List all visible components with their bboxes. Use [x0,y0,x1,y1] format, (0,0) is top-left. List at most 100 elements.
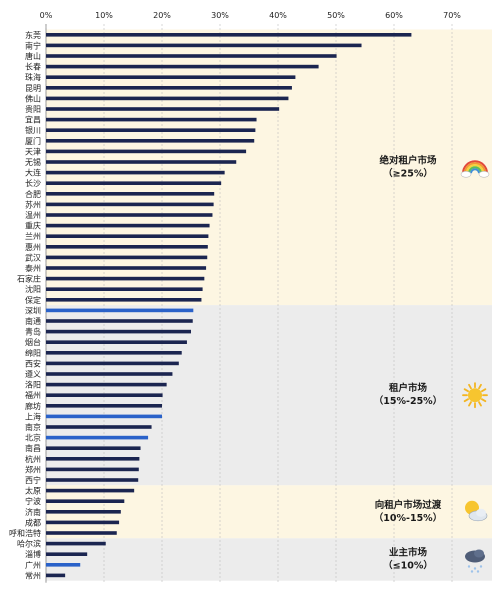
band-range-label: （≤10%） [383,560,433,572]
category-label: 上海 [25,411,41,421]
band-range-label: （10%-15%） [374,512,442,524]
bar [46,351,182,355]
bar [46,467,139,472]
band-range-label: （≥25%） [383,167,433,179]
category-label: 温州 [25,211,41,220]
bar [46,382,167,387]
bar [46,287,203,291]
x-tick-label: 50% [327,11,345,20]
bar [46,86,292,90]
category-label: 佛山 [25,93,41,103]
category-label: 合肥 [25,189,41,199]
bar [46,435,149,440]
category-label: 宁波 [25,496,41,506]
bar [46,414,162,419]
bar [46,223,210,228]
category-label: 南宁 [25,40,41,50]
category-label: 无锡 [25,158,41,167]
category-label: 杭州 [25,454,41,464]
category-label: 呼和浩特 [9,528,41,538]
bar [46,181,222,185]
bar [46,446,141,450]
category-label: 烟台 [25,337,41,347]
x-tick-label: 0% [40,11,53,20]
category-label: 郑州 [25,464,41,474]
bar [46,64,319,69]
bar [46,202,214,207]
band-title: 绝对租户市场 [379,154,437,166]
band-background [46,538,492,581]
bar [46,107,280,111]
bar [46,425,152,429]
rainbow-icon [460,160,490,178]
category-label: 泰州 [25,263,41,273]
category-label: 深圳 [25,305,41,315]
x-tick-label: 10% [95,11,113,20]
bar [46,276,205,281]
category-label: 苏州 [25,199,41,209]
category-label: 西安 [25,358,41,368]
bar [46,361,179,366]
bar [46,319,193,323]
band-background [46,29,492,306]
band-title: 向租户市场过渡 [375,499,442,511]
category-label: 昆明 [25,84,41,93]
bar [46,329,191,334]
category-label: 天津 [25,146,41,156]
category-label: 厦门 [25,136,41,146]
category-label: 东莞 [25,30,41,40]
bar [46,573,66,578]
bar [46,457,140,461]
bar [46,54,337,58]
band-title: 租户市场 [389,382,428,394]
category-label: 常州 [25,571,41,580]
bar [46,563,81,567]
category-label: 武汉 [25,252,41,262]
bar [46,488,135,493]
category-label: 兰州 [25,231,41,241]
bar [46,117,257,122]
bar [46,372,173,376]
bar [46,170,225,175]
bar [46,213,213,217]
category-label: 淄博 [25,549,41,559]
category-label: 唐山 [25,51,41,61]
bar [46,308,194,313]
category-label: 南昌 [25,443,41,453]
x-tick-label: 30% [211,11,229,20]
category-label: 大连 [25,168,41,178]
bar [46,340,187,344]
category-label: 广州 [25,560,41,570]
bar [46,298,202,302]
bar [46,393,163,397]
bar [46,266,207,270]
bar [46,499,125,503]
band-range-label: （15%-25%） [374,395,442,407]
category-label: 惠州 [25,242,41,252]
x-axis: 0% 10% 20% 30% 40% 50% 60% 70% [40,11,462,20]
bars [46,33,412,578]
category-label: 太原 [25,486,41,496]
category-label: 重庆 [25,221,41,231]
band-annotations: 绝对租户市场（≥25%） 租户市场（15%-25%） 向租户市场过渡（10%-15%… [374,154,490,573]
category-label: 石家庄 [17,274,41,284]
category-label: 成都 [25,517,41,527]
bar [46,234,209,238]
bar [46,139,255,143]
category-label: 长春 [25,62,41,72]
category-label: 福州 [25,391,41,400]
band-backgrounds [46,29,492,581]
bar [46,160,237,164]
bar [46,541,106,546]
category-label: 北京 [25,433,41,443]
x-tick-label: 20% [153,11,171,20]
x-tick-label: 40% [269,11,287,20]
bar [46,552,88,556]
bar [46,75,296,79]
bar [46,404,162,408]
sun-behind-cloud-icon [465,500,488,522]
category-label: 南京 [25,422,41,432]
bar [46,531,117,535]
category-label: 遵义 [25,369,41,379]
category-label: 济南 [25,507,41,517]
